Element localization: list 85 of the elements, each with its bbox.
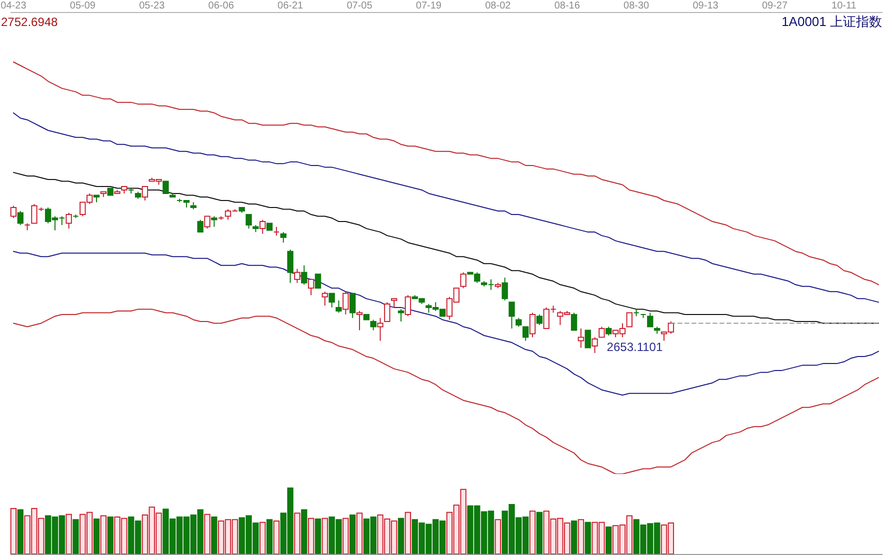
x-tick-label: 06-21 (277, 0, 304, 12)
bar (398, 518, 404, 554)
x-tick-label: 05-23 (139, 0, 166, 12)
candlestick (584, 330, 591, 348)
bar (349, 514, 356, 554)
candlestick (460, 272, 466, 289)
bar (314, 518, 322, 554)
candlestick (197, 219, 204, 233)
candlestick (246, 214, 252, 230)
bar (294, 512, 300, 554)
candlestick (204, 216, 210, 230)
candlestick (66, 212, 72, 230)
candlestick (162, 180, 169, 194)
candlestick (536, 314, 543, 326)
candlestick (17, 210, 24, 226)
candlestick (349, 292, 356, 318)
bar (308, 518, 314, 554)
candlestick (529, 312, 536, 338)
bar (578, 519, 584, 554)
chart-title: 1A0001 上证指数 (782, 14, 882, 29)
bar (107, 516, 114, 554)
candlestick (384, 302, 390, 322)
candlestick (10, 205, 17, 219)
bar (266, 519, 273, 554)
x-tick-label: 08-30 (624, 0, 650, 12)
bar (536, 512, 543, 554)
text: 2752.6948 (1, 15, 58, 29)
bar (404, 512, 412, 554)
candlestick (322, 291, 328, 306)
x-tick-label: 09-13 (692, 0, 719, 12)
candlestick (314, 274, 322, 289)
x-tick-label: 10-11 (832, 0, 857, 12)
annotation: 2653.1101 (606, 340, 663, 354)
bar (356, 512, 363, 554)
candlestick (377, 317, 384, 342)
candlestick (370, 319, 376, 331)
x-tick-label: 08-16 (554, 0, 580, 12)
x-tick-label: 07-19 (416, 0, 442, 12)
bar (10, 508, 17, 554)
candlestick (502, 277, 508, 301)
bar (17, 509, 24, 554)
candlestick (211, 216, 218, 228)
candlestick (508, 302, 515, 329)
bar (322, 518, 328, 554)
bar (606, 526, 612, 554)
candlestick (404, 294, 412, 317)
candlestick (294, 268, 300, 284)
candlestick (336, 300, 342, 314)
candlestick (598, 326, 605, 338)
candlestick (356, 310, 363, 331)
x-tick-label: 07-05 (346, 0, 373, 12)
bar (211, 516, 218, 554)
candlestick (398, 308, 404, 322)
bar (494, 519, 501, 554)
candlestick (592, 336, 598, 354)
x-tick-label: 04-23 (0, 0, 27, 12)
bar (72, 519, 79, 554)
candlestick (647, 312, 654, 328)
bar (273, 520, 280, 554)
candlestick (308, 278, 314, 296)
candlestick (570, 312, 578, 331)
candlestick (280, 232, 286, 244)
bar (66, 514, 72, 554)
candlestick (142, 186, 148, 201)
x-tick-label: 08-02 (485, 0, 512, 12)
candlestick (301, 264, 308, 286)
x-tick-label: 05-09 (70, 0, 96, 12)
candlestick (522, 326, 529, 342)
bar (529, 510, 536, 554)
bar (260, 522, 266, 554)
candlestick (342, 291, 349, 315)
bar (93, 518, 100, 554)
candlestick (626, 312, 632, 328)
candlestick (260, 219, 266, 234)
bar (204, 514, 210, 554)
x-tick-label: 09-27 (762, 0, 788, 12)
x-tick-label: 06-06 (208, 0, 234, 12)
bar (301, 509, 308, 554)
bar (584, 522, 591, 554)
bar (570, 520, 578, 554)
candlestick (578, 328, 584, 348)
candlestick (328, 292, 335, 308)
candlestick (287, 249, 294, 284)
bar (100, 515, 107, 554)
bar (342, 518, 349, 554)
